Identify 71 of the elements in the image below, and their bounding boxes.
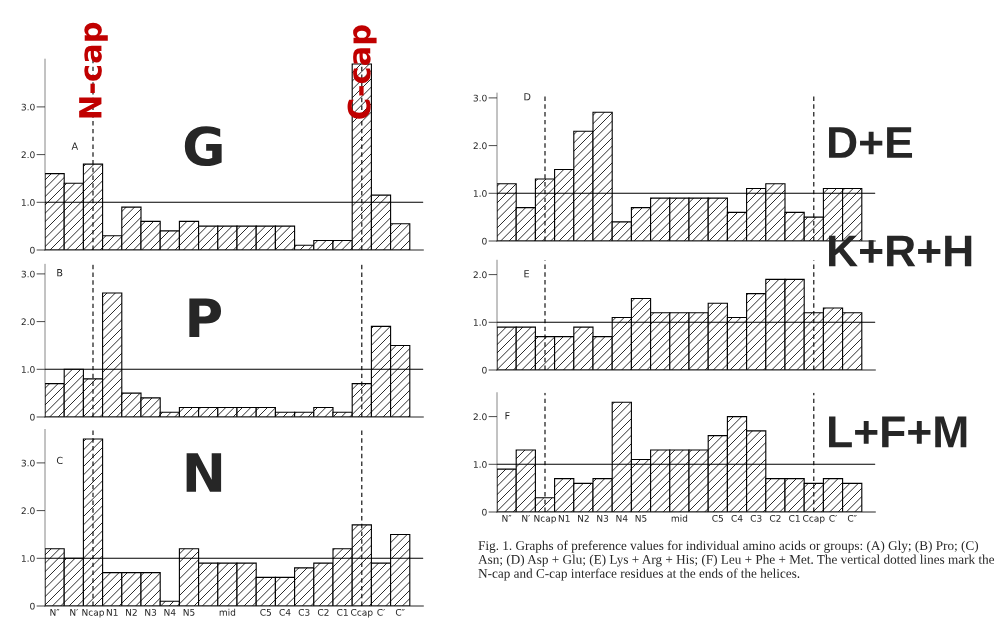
y-tick-label: 3.0 (21, 459, 35, 467)
x-tick-label: mid (671, 514, 688, 522)
x-tick-label: N′ (70, 609, 78, 616)
y-tick-label: 2.0 (473, 413, 487, 421)
x-tick-label: N5 (183, 609, 195, 616)
x-tick-label: C5 (260, 608, 272, 616)
x-tick-label: N″ (50, 609, 60, 616)
x-tick-label: C4 (279, 608, 291, 616)
x-tick-label: C1 (789, 514, 800, 522)
annotation: K+R+H (829, 235, 972, 267)
x-tick-label: N3 (145, 608, 157, 616)
x-tick-label: N5 (635, 515, 647, 522)
y-tick-label: 3.0 (473, 94, 487, 102)
x-tick-label: C″ (395, 608, 405, 616)
annotation: D (524, 93, 531, 101)
y-tick-label: 2.0 (21, 151, 35, 159)
y-tick-label: 0 (30, 246, 35, 254)
y-tick-label: 0 (482, 508, 487, 516)
annotation: E (524, 270, 529, 278)
annotation: L+F+M (829, 416, 967, 448)
ref-line-label: C-cap (347, 25, 377, 119)
annotation: P (189, 298, 222, 337)
x-tick-label: mid (219, 608, 236, 616)
y-tick-label: 1.0 (473, 319, 487, 326)
x-tick-label: N3 (597, 514, 609, 522)
x-tick-label: C5 (712, 514, 724, 522)
y-tick-label: 1.0 (21, 199, 35, 206)
x-tick-label: N2 (578, 514, 589, 522)
annotation: B (57, 269, 63, 277)
x-tick-label: C2 (317, 608, 329, 616)
y-tick-label: 2.0 (473, 142, 487, 150)
x-tick-label: N2 (126, 608, 137, 616)
y-tick-label: 1.0 (473, 461, 487, 468)
y-tick-label: 3.0 (21, 270, 35, 278)
x-tick-label: N′ (522, 515, 530, 522)
x-tick-label: C3 (750, 514, 762, 522)
y-tick-label: 2.0 (21, 318, 35, 326)
x-tick-label: C′ (829, 514, 837, 522)
x-tick-label: C3 (298, 608, 310, 616)
x-tick-label: C2 (769, 514, 781, 522)
annotation: N (186, 453, 222, 492)
y-tick-label: 1.0 (473, 190, 487, 197)
x-tick-label: C4 (731, 514, 743, 522)
x-tick-label: N″ (502, 515, 512, 522)
x-tick-label: N1 (558, 515, 570, 522)
x-tick-label: Ncap (82, 609, 104, 618)
x-tick-label: N4 (616, 515, 628, 522)
y-tick-label: 0 (30, 602, 35, 610)
y-tick-label: 0 (482, 366, 487, 374)
annotation: D+E (829, 127, 913, 158)
x-tick-label: N1 (106, 609, 118, 616)
x-tick-label: C1 (337, 608, 348, 616)
annotation: C (56, 456, 63, 465)
y-tick-label: 1.0 (21, 555, 35, 562)
annotation: F (505, 412, 510, 420)
y-tick-label: 0 (30, 413, 35, 421)
y-tick-label: 0 (482, 237, 487, 245)
y-tick-label: 3.0 (21, 103, 35, 111)
x-tick-label: Ccap (803, 514, 825, 524)
annotation: G (184, 126, 222, 167)
x-tick-label: Ccap (351, 608, 373, 618)
caption: Fig. 1. Graphs of preference values for individual amino acids or groups: (A) Gly; (B) Pro; (C) Asn; (D) Asp + Glu; (E) Lys + Arg + His; (F) Leu + Phe + Met. The vertical dotted lines mark the N-cap and C-cap interface residues at the ends of the helices. (478, 540, 995, 581)
annotation: A (71, 142, 79, 150)
x-tick-label: C″ (847, 514, 857, 522)
ref-line-label: N-cap (79, 22, 108, 118)
y-tick-label: 1.0 (21, 366, 35, 373)
x-tick-label: C′ (377, 608, 385, 616)
y-tick-label: 2.0 (473, 271, 487, 279)
y-tick-label: 2.0 (21, 507, 35, 515)
x-tick-label: Ncap (534, 515, 556, 524)
x-tick-label: N4 (164, 609, 176, 616)
